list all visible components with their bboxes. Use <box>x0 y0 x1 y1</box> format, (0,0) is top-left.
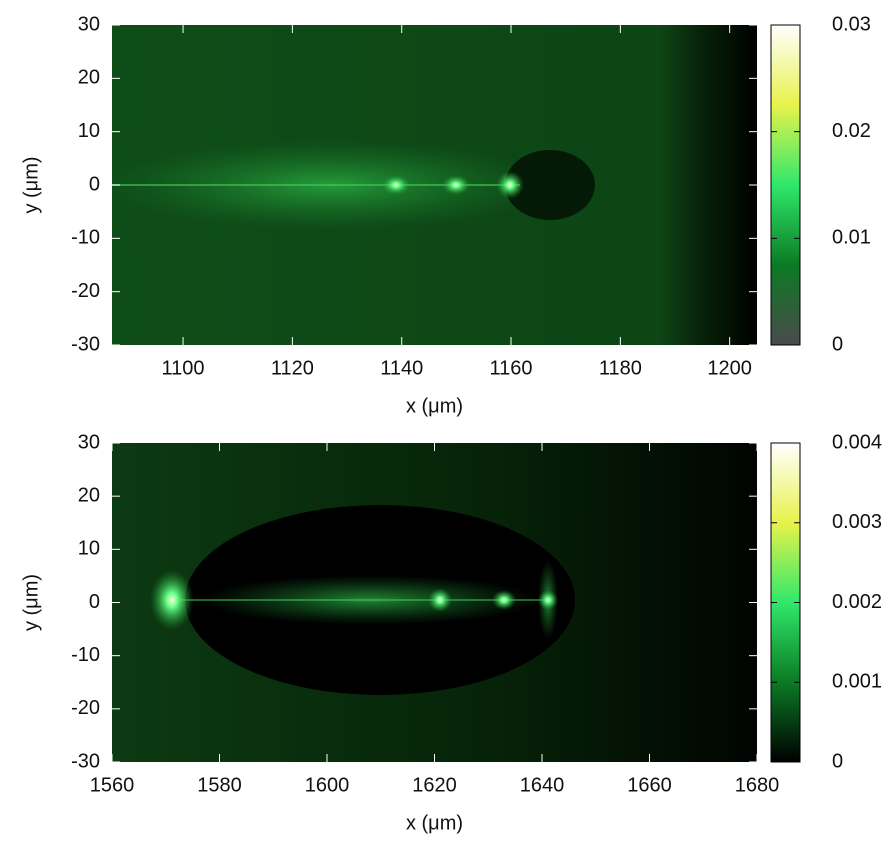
x-tick-label: 1140 <box>380 357 423 379</box>
colorbar <box>770 24 801 346</box>
y-tick-label: -10 <box>71 227 100 249</box>
y-tick-label: 10 <box>78 538 100 560</box>
x-tick-label: 1640 <box>520 774 565 796</box>
y-axis-label: y (μm) <box>20 574 42 631</box>
colorbar-tick-label: 0.02 <box>832 120 871 142</box>
x-tick-label: 1680 <box>735 774 780 796</box>
x-tick-label: 1120 <box>271 357 314 379</box>
x-axis-label: x (μm) <box>406 812 463 834</box>
field-top <box>110 25 757 345</box>
x-tick-label: 1200 <box>707 357 752 379</box>
x-tick-label: 1580 <box>197 774 242 796</box>
x-tick-label: 1620 <box>412 774 457 796</box>
y-tick-label: -20 <box>71 280 100 302</box>
colorbar-tick-label: 0.01 <box>832 227 871 249</box>
x-tick-label: 1180 <box>599 357 642 379</box>
y-tick-label: -20 <box>71 697 100 719</box>
x-axis-label: x (μm) <box>406 395 463 417</box>
x-tick-label: 1100 <box>162 357 205 379</box>
colorbar-tick-label: 0.002 <box>832 591 882 613</box>
y-tick-label: 10 <box>78 120 100 142</box>
y-tick-label: 0 <box>89 591 100 613</box>
field-bottom <box>112 443 757 762</box>
colorbar-tick-label: 0.03 <box>832 13 871 35</box>
colorbar-tick-label: 0.004 <box>832 431 882 453</box>
x-tick-label: 1160 <box>490 357 533 379</box>
y-tick-label: 0 <box>89 173 100 195</box>
y-tick-label: -30 <box>71 333 100 355</box>
y-tick-label: 30 <box>78 13 100 35</box>
colorbar-tick-label: 0 <box>832 750 843 772</box>
y-tick-label: 20 <box>78 484 100 506</box>
colorbar-tick-label: 0.001 <box>832 671 882 693</box>
colorbar-tick-label: 0 <box>832 333 843 355</box>
y-tick-label: 30 <box>78 431 100 453</box>
y-tick-label: -30 <box>71 750 100 772</box>
colorbar-tick-label: 0.003 <box>832 511 882 533</box>
x-tick-label: 1600 <box>305 774 350 796</box>
x-tick-label: 1660 <box>627 774 672 796</box>
y-axis-label: y (μm) <box>20 156 42 213</box>
x-tick-label: 1560 <box>90 774 135 796</box>
y-tick-label: -10 <box>71 644 100 666</box>
y-tick-label: 20 <box>78 67 100 89</box>
